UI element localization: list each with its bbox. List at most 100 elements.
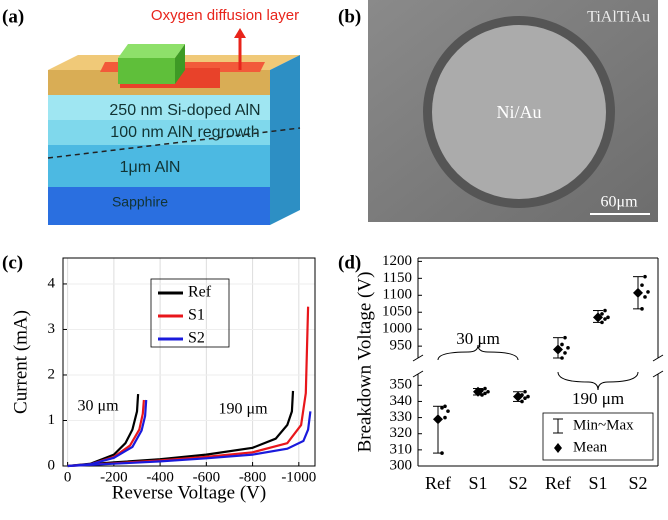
data-point [643, 274, 647, 279]
y-tick-label: 1000 [382, 321, 412, 337]
y-tick-label: 950 [390, 338, 413, 354]
data-point [600, 320, 604, 325]
electrode [432, 25, 606, 199]
group-label: 190 μm [572, 389, 624, 408]
x-tick-label: -1000 [281, 469, 316, 485]
data-point [563, 335, 567, 340]
panel-label: (a) [2, 6, 24, 27]
legend-label: S2 [188, 330, 205, 347]
data-point [640, 307, 644, 311]
data-point [563, 351, 567, 355]
legend-label: Mean [573, 439, 608, 455]
data-point [443, 404, 447, 409]
y-tick-label: 330 [390, 409, 413, 425]
legend-swatch [554, 443, 562, 453]
panel-label: (d) [338, 252, 361, 273]
y-axis-label: Breakdown Voltage (V) [354, 272, 375, 453]
data-point [600, 312, 604, 316]
data-point [643, 295, 647, 299]
legend-frame [542, 412, 654, 461]
mean-marker [433, 414, 443, 425]
group-label: 30 μm [456, 329, 500, 348]
legend-frame [150, 278, 230, 348]
data-point [640, 283, 644, 287]
data-point [603, 308, 607, 313]
data-point [606, 315, 610, 320]
data-point [566, 346, 570, 350]
data-point [480, 393, 484, 397]
panel-label: (c) [2, 252, 23, 273]
data-point [603, 317, 607, 321]
y-tick-label: 1150 [383, 270, 412, 286]
data-point [440, 451, 444, 455]
x-tick-label: -800 [239, 469, 267, 485]
y-tick-label: 0 [48, 457, 56, 473]
data-point [483, 386, 487, 391]
plot-frame [62, 257, 316, 467]
x-tick-label: S1 [588, 473, 607, 493]
layer-label: 250 nm Si-doped AlN [109, 102, 260, 119]
mean-marker [633, 287, 643, 298]
y-tick-label: 1050 [382, 304, 412, 320]
mean-marker [513, 391, 523, 402]
legend-label: Min~Max [573, 417, 634, 433]
data-point [483, 391, 487, 396]
y-tick-label: 3 [48, 321, 56, 337]
data-point [486, 389, 490, 394]
annotation: 30 μm [77, 398, 119, 415]
x-tick-label: -600 [193, 469, 221, 485]
data-point [520, 399, 524, 404]
mean-marker [553, 344, 563, 355]
y-tick-label: 320 [390, 425, 413, 441]
x-tick-label: S1 [468, 473, 487, 493]
layer-label: Sapphire [112, 194, 168, 210]
scale-bar-label: 60μm [600, 194, 638, 211]
data-point [560, 356, 564, 360]
x-tick-label: -400 [146, 469, 174, 485]
sem-label: Ni/Au [497, 102, 542, 122]
device-schematic [47, 28, 301, 225]
data-point [526, 394, 530, 399]
data-point [446, 409, 450, 413]
x-tick-label: 0 [64, 469, 72, 485]
data-point [523, 396, 527, 401]
break-mark [652, 370, 664, 378]
y-tick-label: 1 [48, 412, 56, 428]
brace [557, 371, 639, 391]
break-mark [412, 354, 424, 362]
annotation: 190 μm [218, 401, 268, 418]
legend-label: S1 [188, 307, 205, 324]
y-tick-label: 1200 [382, 253, 412, 269]
annotation: Oxygen diffusion layer [151, 7, 299, 24]
data-point [646, 290, 650, 294]
legend-label: Ref [188, 284, 212, 301]
y-tick-label: 340 [390, 393, 413, 409]
x-tick-label: Ref [425, 473, 451, 493]
data-point [443, 415, 447, 420]
y-axis-label: Current (mA) [10, 310, 31, 414]
x-tick-label: S2 [508, 473, 527, 493]
x-tick-label: -200 [100, 469, 128, 485]
y-tick-label: 1100 [383, 287, 412, 303]
y-tick-label: 300 [390, 457, 413, 473]
break-mark [412, 370, 424, 378]
data-point [560, 342, 564, 347]
x-axis-label: Reverse Voltage (V) [112, 482, 266, 503]
y-tick-label: 4 [48, 275, 56, 291]
sem-label: TiAlTiAu [587, 9, 650, 26]
x-tick-label: Ref [545, 473, 571, 493]
y-tick-label: 2 [48, 366, 56, 382]
layer-label: 1μm AlN [120, 159, 181, 176]
mean-marker [473, 386, 483, 397]
panel-label: (b) [338, 6, 361, 27]
brace [437, 344, 519, 361]
y-tick-label: 350 [390, 377, 413, 393]
series-line [67, 399, 312, 468]
layer-label: 100 nm AlN regrowth [110, 124, 259, 141]
y-tick-label: 310 [390, 441, 413, 457]
break-mark [652, 354, 664, 362]
mean-marker [593, 312, 603, 323]
x-tick-label: S2 [628, 473, 647, 493]
data-point [523, 389, 527, 394]
